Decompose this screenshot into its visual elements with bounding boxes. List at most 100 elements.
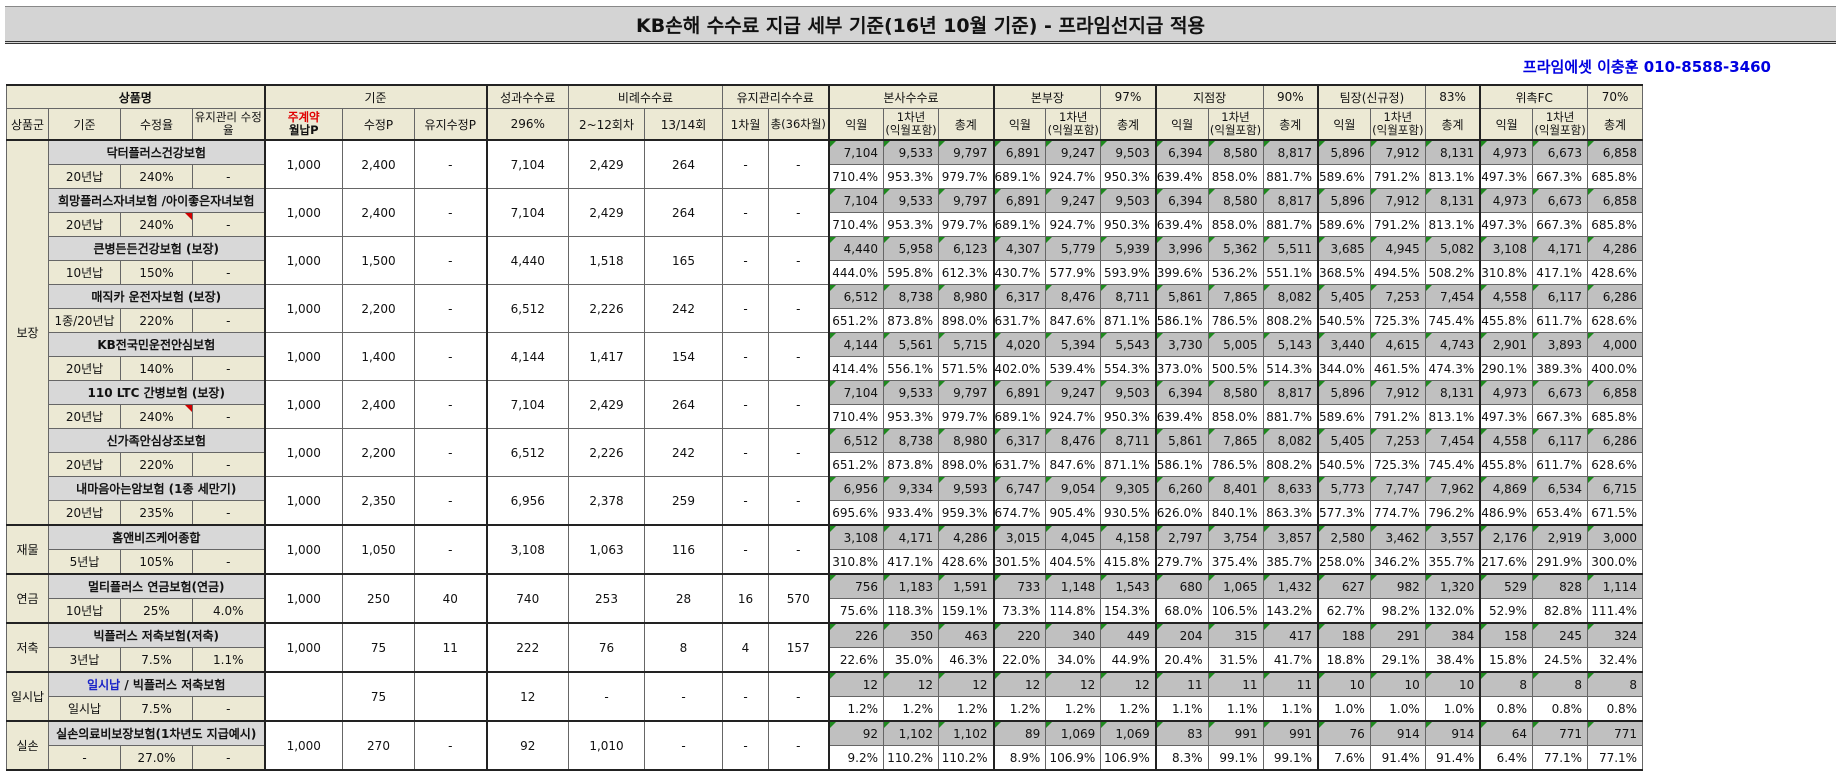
- gijun-cell: 20년납: [48, 164, 121, 189]
- gijun-cell: 20년납: [48, 404, 121, 429]
- gijun-cell: 20년납: [48, 500, 121, 526]
- amount-cell: 76: [1317, 720, 1371, 746]
- amount-cell: 8,711: [1100, 428, 1157, 453]
- header-bonbujang-first-year: 1차년 (익월포함): [1045, 108, 1102, 141]
- maint-rate-cell: -: [192, 696, 265, 722]
- pct-cell: 786.5%: [1207, 452, 1264, 477]
- table-row: 재물 홈앤비즈케어종합 1,000 1,050-3,108 1,063 116- -3,10…: [6, 524, 1644, 575]
- premium-cell: 1,000: [263, 139, 343, 189]
- gijun-cell: 20년납: [48, 452, 121, 477]
- amount-cell: 627: [1317, 573, 1371, 599]
- pct-cell: 745.4%: [1424, 308, 1481, 333]
- amount-cell: 914: [1369, 720, 1426, 746]
- header-bonbujang-pct: 97%: [1100, 84, 1157, 109]
- pct-cell: 671.5%: [1587, 500, 1644, 526]
- amount-cell: 64: [1479, 720, 1534, 746]
- maint-p-cell: [414, 671, 487, 722]
- pct-cell: 258.0%: [1317, 549, 1371, 575]
- amount-cell: 4,158: [1100, 524, 1157, 550]
- amount-cell: 245: [1532, 622, 1589, 648]
- pct-cell: 290.1%: [1479, 356, 1534, 381]
- pct-cell: 593.9%: [1100, 260, 1157, 285]
- pct-cell: 1.1%: [1154, 696, 1209, 722]
- header-p2: 13/14회: [644, 108, 723, 141]
- premium-cell: 1,000: [263, 236, 343, 285]
- m2-cell: -: [768, 188, 829, 237]
- product-name: 110 LTC 간병보험 (보장): [48, 380, 265, 405]
- header-fc-pct: 70%: [1587, 84, 1644, 109]
- p1-cell: 1,417: [568, 332, 645, 381]
- pct-cell: 953.3%: [883, 164, 939, 189]
- modified-p-cell: 2,350: [342, 476, 415, 526]
- amount-cell: 8,817: [1262, 188, 1319, 213]
- header-premium: 주계약 월납P: [263, 108, 343, 141]
- amount-cell: 6,891: [992, 139, 1047, 165]
- m1-cell: -: [722, 139, 769, 189]
- header-m1: 1차월: [722, 108, 769, 141]
- pct-cell: 375.4%: [1207, 549, 1264, 575]
- table-row: 큰병든든건강보험 (보장) 1,000 1,500-4,440 1,518 165- -4…: [7, 236, 1644, 285]
- amount-cell: 6,117: [1532, 284, 1589, 309]
- p2-cell: 264: [644, 139, 723, 189]
- pct-cell: 577.3%: [1317, 500, 1371, 526]
- header-fc-first-year: 1차년 (익월포함): [1532, 108, 1589, 141]
- rate-cell: 25%: [120, 598, 193, 624]
- amount-cell: 11: [1154, 671, 1209, 697]
- perf-cell: 6,512: [485, 284, 569, 333]
- product-name: 닥터플러스건강보험: [48, 139, 265, 165]
- header-product-name: 상품명: [6, 84, 265, 109]
- group-cell: 저축: [6, 622, 49, 673]
- pct-cell: 35.0%: [883, 647, 939, 673]
- amount-cell: 6,858: [1587, 188, 1644, 213]
- table-row: 20년납 240% - 710.4% 953.3% 979.7% 689.1% 924.7% 9…: [7, 404, 1644, 429]
- pct-cell: 571.5%: [938, 356, 994, 381]
- maint-p-cell: 40: [414, 573, 487, 624]
- p1-cell: -: [568, 671, 645, 722]
- amount-cell: 4,171: [1532, 236, 1589, 261]
- amount-cell: 3,754: [1207, 524, 1264, 550]
- pct-cell: 651.2%: [827, 308, 884, 333]
- amount-cell: 4,558: [1479, 284, 1534, 309]
- pct-cell: 930.5%: [1100, 500, 1157, 526]
- pct-cell: 373.0%: [1154, 356, 1209, 381]
- pct-cell: 508.2%: [1424, 260, 1481, 285]
- pct-cell: 300.0%: [1587, 549, 1644, 575]
- rate-cell: 220%: [120, 308, 193, 333]
- pct-cell: 1.2%: [883, 696, 939, 722]
- amount-cell: 4,869: [1479, 476, 1534, 501]
- p1-cell: 2,226: [568, 428, 645, 477]
- pct-cell: 689.1%: [992, 212, 1047, 237]
- pct-cell: 674.7%: [992, 500, 1047, 526]
- maint-rate-cell: -: [192, 404, 265, 429]
- pct-cell: 8.3%: [1154, 745, 1209, 771]
- pct-cell: 586.1%: [1154, 452, 1209, 477]
- pct-cell: 1.2%: [1100, 696, 1157, 722]
- pct-cell: 667.3%: [1532, 404, 1589, 429]
- amount-cell: 9,533: [883, 188, 939, 213]
- pct-cell: 858.0%: [1207, 404, 1264, 429]
- amount-cell: 8,401: [1207, 476, 1264, 501]
- p1-cell: 2,378: [568, 476, 645, 526]
- product-name: 큰병든든건강보험 (보장): [48, 236, 265, 261]
- perf-cell: 7,104: [485, 139, 569, 189]
- product-name-text: 멀티플러스 연금보험(연금): [87, 580, 225, 594]
- amount-cell: 6,673: [1532, 380, 1589, 405]
- pct-cell: 595.8%: [883, 260, 939, 285]
- gijun-cell: 일시납: [48, 696, 121, 722]
- header-jijeomjang-ikwol: 익월: [1154, 108, 1209, 141]
- header-perf-pct: 296%: [485, 108, 569, 141]
- product-name-text: 110 LTC 간병보험 (보장): [87, 386, 225, 400]
- amount-cell: 6,747: [992, 476, 1047, 501]
- header-m2: 총(36차월): [768, 108, 829, 141]
- pct-cell: 400.0%: [1587, 356, 1644, 381]
- maint-p-cell: -: [414, 284, 487, 333]
- amount-cell: 5,394: [1045, 332, 1102, 357]
- amount-cell: 7,253: [1369, 428, 1426, 453]
- rate-cell: 235%: [120, 500, 193, 526]
- m1-cell: -: [722, 236, 769, 285]
- amount-cell: 6,715: [1587, 476, 1644, 501]
- pct-cell: 540.5%: [1317, 452, 1371, 477]
- pct-cell: 791.2%: [1369, 164, 1426, 189]
- amount-cell: 5,082: [1424, 236, 1481, 261]
- product-name: 매직카 운전자보험 (보장): [48, 284, 265, 309]
